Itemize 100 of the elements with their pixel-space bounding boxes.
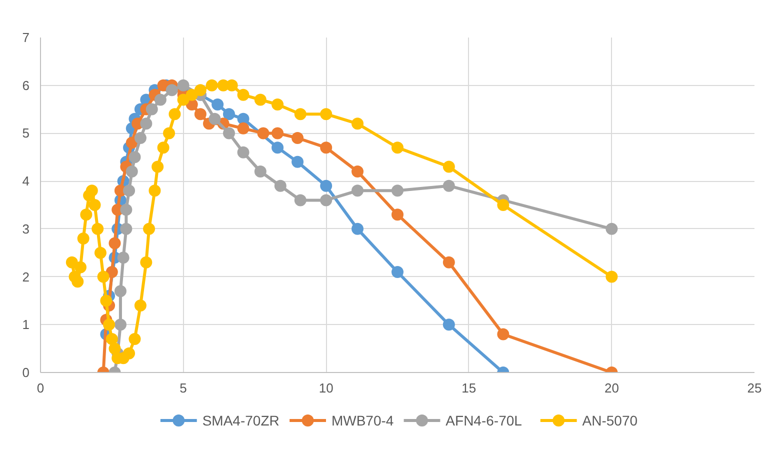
point <box>117 252 130 264</box>
point <box>292 132 304 144</box>
point <box>134 300 146 312</box>
point <box>206 79 218 92</box>
point <box>352 184 364 197</box>
point <box>106 266 118 278</box>
point <box>157 142 170 154</box>
point <box>77 232 90 244</box>
point <box>320 142 332 154</box>
point <box>126 166 138 178</box>
point <box>134 132 146 144</box>
y-tick-label: 0 <box>22 365 30 380</box>
point <box>320 108 332 120</box>
point <box>320 194 332 206</box>
y-tick-label: 1 <box>22 317 30 332</box>
point <box>442 318 455 331</box>
point <box>254 94 266 106</box>
point <box>74 261 86 274</box>
legend-label: AN-5070 <box>582 412 638 428</box>
point <box>72 276 84 288</box>
point <box>94 246 106 259</box>
point <box>292 156 304 168</box>
point <box>237 146 250 158</box>
point <box>274 180 286 192</box>
point <box>392 208 404 221</box>
point <box>100 294 112 307</box>
x-tick-label: 0 <box>36 380 44 396</box>
point <box>123 347 136 360</box>
x-tick-label: 5 <box>180 380 187 396</box>
point <box>120 222 132 235</box>
point <box>108 342 121 355</box>
point <box>352 222 364 235</box>
point <box>497 199 510 211</box>
point <box>194 108 206 120</box>
point <box>442 256 455 268</box>
y-tick-label: 5 <box>22 126 30 141</box>
point <box>254 166 266 178</box>
point <box>294 108 306 120</box>
y-tick-label: 4 <box>22 174 30 189</box>
point <box>106 333 118 345</box>
y-tick-label: 6 <box>22 78 30 93</box>
y-tick-label: 7 <box>22 30 30 45</box>
point <box>146 103 158 116</box>
point <box>186 88 198 101</box>
point <box>257 127 270 140</box>
point <box>152 160 164 173</box>
point <box>237 122 250 134</box>
x-tick-label: 25 <box>747 380 762 396</box>
point <box>148 184 161 197</box>
point <box>114 285 126 298</box>
point <box>177 79 190 92</box>
point <box>80 208 92 221</box>
legend-label: SMA4-70ZR <box>202 412 280 428</box>
y-tick-label: 3 <box>22 221 30 236</box>
point <box>352 118 364 130</box>
point <box>108 237 121 250</box>
legend-label: AFN4-6-70L <box>446 412 522 428</box>
point <box>392 266 404 278</box>
point <box>166 84 178 96</box>
point <box>497 328 510 340</box>
point <box>442 160 455 173</box>
point <box>163 127 176 140</box>
legend-label: MWB70-4 <box>331 412 394 428</box>
point <box>222 127 235 140</box>
point <box>392 142 404 154</box>
point <box>194 84 206 96</box>
point <box>120 204 132 216</box>
point <box>392 184 404 197</box>
point <box>88 199 101 211</box>
point <box>86 184 98 197</box>
point <box>126 136 138 149</box>
point <box>140 256 152 268</box>
point <box>66 256 78 268</box>
point <box>154 94 166 106</box>
point <box>272 98 284 110</box>
point <box>114 318 126 331</box>
point <box>222 108 235 120</box>
x-tick-label: 10 <box>318 380 334 396</box>
point <box>103 318 116 331</box>
point <box>352 166 364 178</box>
point <box>128 151 141 164</box>
point <box>143 222 156 235</box>
y-tick-label: 2 <box>22 269 30 284</box>
point <box>606 222 618 235</box>
point <box>168 108 181 120</box>
point <box>442 180 455 192</box>
point <box>92 222 104 235</box>
point <box>272 142 284 154</box>
x-tick-label: 15 <box>462 380 476 396</box>
point <box>128 333 141 345</box>
x-tick-label: 20 <box>604 380 619 396</box>
point <box>237 112 250 125</box>
point <box>177 94 190 106</box>
point <box>606 270 618 283</box>
point <box>272 127 284 140</box>
point <box>97 270 110 283</box>
point <box>320 180 332 192</box>
point <box>294 194 306 206</box>
point <box>237 88 250 101</box>
point <box>208 112 221 125</box>
